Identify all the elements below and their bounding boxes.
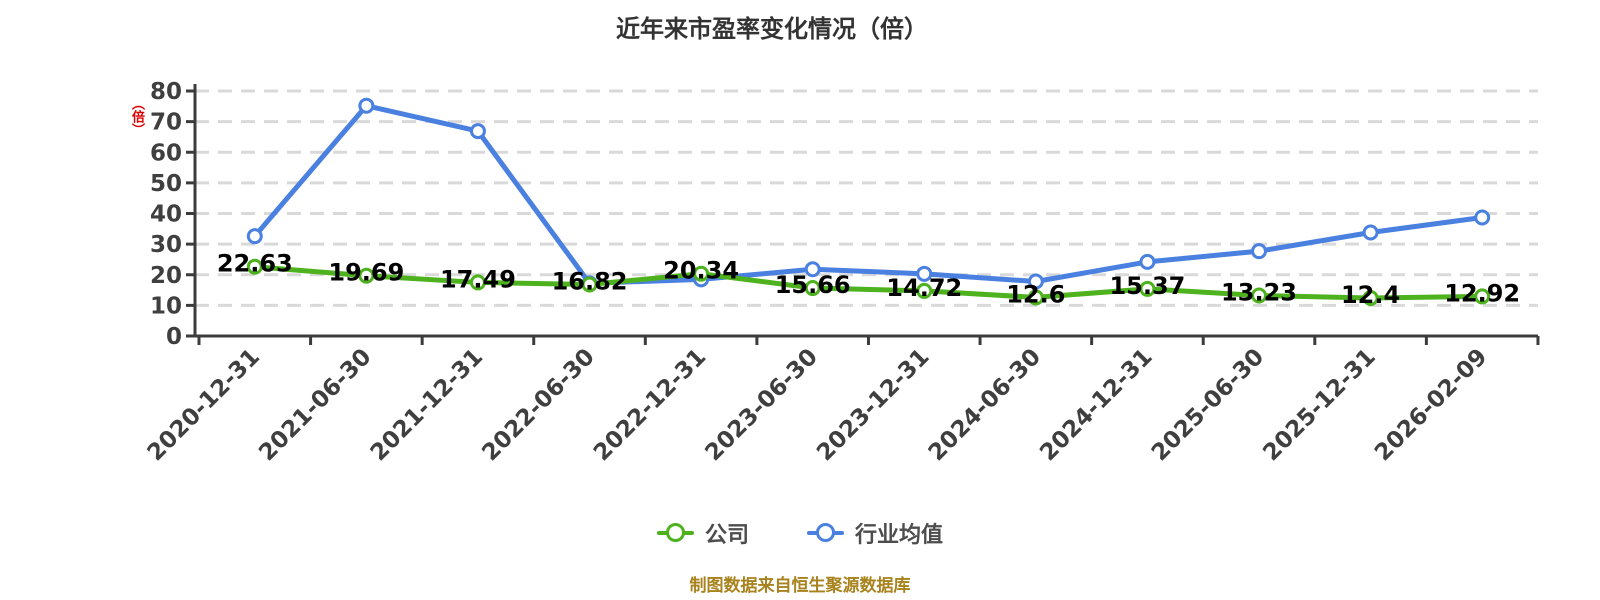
x-tick-label: 2023-06-30 xyxy=(701,344,823,466)
data-point-label: 15.66 xyxy=(775,271,851,299)
x-tick-label: 2023-12-31 xyxy=(812,344,934,466)
y-axis-ticks: 0 10 20 30 40 50 60 70 80 xyxy=(150,79,195,350)
chart-title: 近年来市盈率变化情况（倍） xyxy=(616,15,928,43)
data-point xyxy=(804,280,821,297)
data-point xyxy=(1362,224,1379,241)
data-point xyxy=(469,274,486,291)
y-tick-label: 70 xyxy=(150,110,182,136)
data-point-label: 19.69 xyxy=(328,259,404,287)
data-point xyxy=(358,267,375,284)
data-point xyxy=(1474,209,1491,226)
y-tick-label: 30 xyxy=(150,232,182,258)
data-point-label: 17.49 xyxy=(440,265,516,293)
data-point-label: 12.4 xyxy=(1341,281,1400,309)
series-line-industry-average xyxy=(252,103,1485,286)
company-series-marker-icon xyxy=(656,523,694,543)
data-point-label: 20.34 xyxy=(663,257,739,285)
data-point-label: 12.6 xyxy=(1006,280,1065,308)
y-tick-label: 80 xyxy=(150,79,182,105)
x-tick-label: 2024-06-30 xyxy=(924,344,1046,466)
data-point xyxy=(469,123,486,140)
series-points-company xyxy=(246,258,1491,307)
data-source-note: 制图数据来自恒生聚源数据库 xyxy=(689,576,911,596)
y-tick-label: 50 xyxy=(150,171,182,197)
y-tick-label: 60 xyxy=(150,140,182,166)
x-axis-ticks: 2020-12-312021-06-302021-12-312022-06-30… xyxy=(143,336,1540,466)
legend-item-label: 行业均值 xyxy=(855,523,944,548)
series-line-company xyxy=(252,264,1485,301)
data-point xyxy=(693,265,710,282)
legend-item-company[interactable]: 公司 xyxy=(656,517,749,549)
y-axis-unit-label: （倍） xyxy=(129,97,144,136)
industry-series-marker-icon xyxy=(807,523,844,543)
data-point-label: 15.37 xyxy=(1109,272,1185,300)
y-tick-label: 0 xyxy=(166,324,182,350)
series-data-labels: 22.63 19.69 17.49 16.82 20.34 15.66 14.72 12.6 1… xyxy=(217,250,1520,309)
data-point xyxy=(246,228,263,245)
data-point xyxy=(916,282,933,299)
y-tick-label: 20 xyxy=(150,263,182,289)
data-point xyxy=(1362,290,1379,307)
data-point-label: 12.92 xyxy=(1444,279,1520,307)
legend-item-industry-average[interactable]: 行业均值 xyxy=(807,517,943,549)
chart-legend: 公司 行业均值 xyxy=(0,517,1600,549)
data-point xyxy=(1139,280,1156,297)
data-point xyxy=(1474,288,1491,305)
x-tick-label: 2026-02-09 xyxy=(1370,344,1492,466)
x-tick-label: 2022-06-30 xyxy=(477,344,599,466)
data-point xyxy=(358,97,375,114)
x-tick-label: 2021-06-30 xyxy=(254,344,376,466)
data-point-label: 13.23 xyxy=(1221,278,1297,306)
x-tick-label: 2022-12-31 xyxy=(589,344,711,466)
x-tick-label: 2021-12-31 xyxy=(366,344,488,466)
data-point xyxy=(1251,287,1268,304)
data-point xyxy=(1027,273,1044,290)
data-point xyxy=(1027,289,1044,306)
x-tick-label: 2025-12-31 xyxy=(1258,344,1380,466)
data-point xyxy=(581,276,598,293)
data-point xyxy=(1251,243,1268,260)
data-point xyxy=(916,265,933,282)
gridlines xyxy=(195,89,1538,307)
data-point xyxy=(246,258,263,275)
data-point xyxy=(1139,253,1156,270)
series-points-industry-average xyxy=(246,97,1491,292)
data-point-label: 14.72 xyxy=(886,274,962,302)
legend-item-label: 公司 xyxy=(704,523,749,548)
line-chart-plot: 010203040506070802020-12-312021-06-30202… xyxy=(143,79,1540,466)
data-point-label: 22.63 xyxy=(217,250,293,278)
y-tick-label: 40 xyxy=(150,202,182,228)
data-point-label: 16.82 xyxy=(552,267,628,295)
x-tick-label: 2020-12-31 xyxy=(143,344,265,466)
x-tick-label: 2025-06-30 xyxy=(1147,344,1269,466)
data-point xyxy=(804,261,821,278)
x-tick-label: 2024-12-31 xyxy=(1035,344,1157,466)
y-tick-label: 10 xyxy=(150,293,182,319)
